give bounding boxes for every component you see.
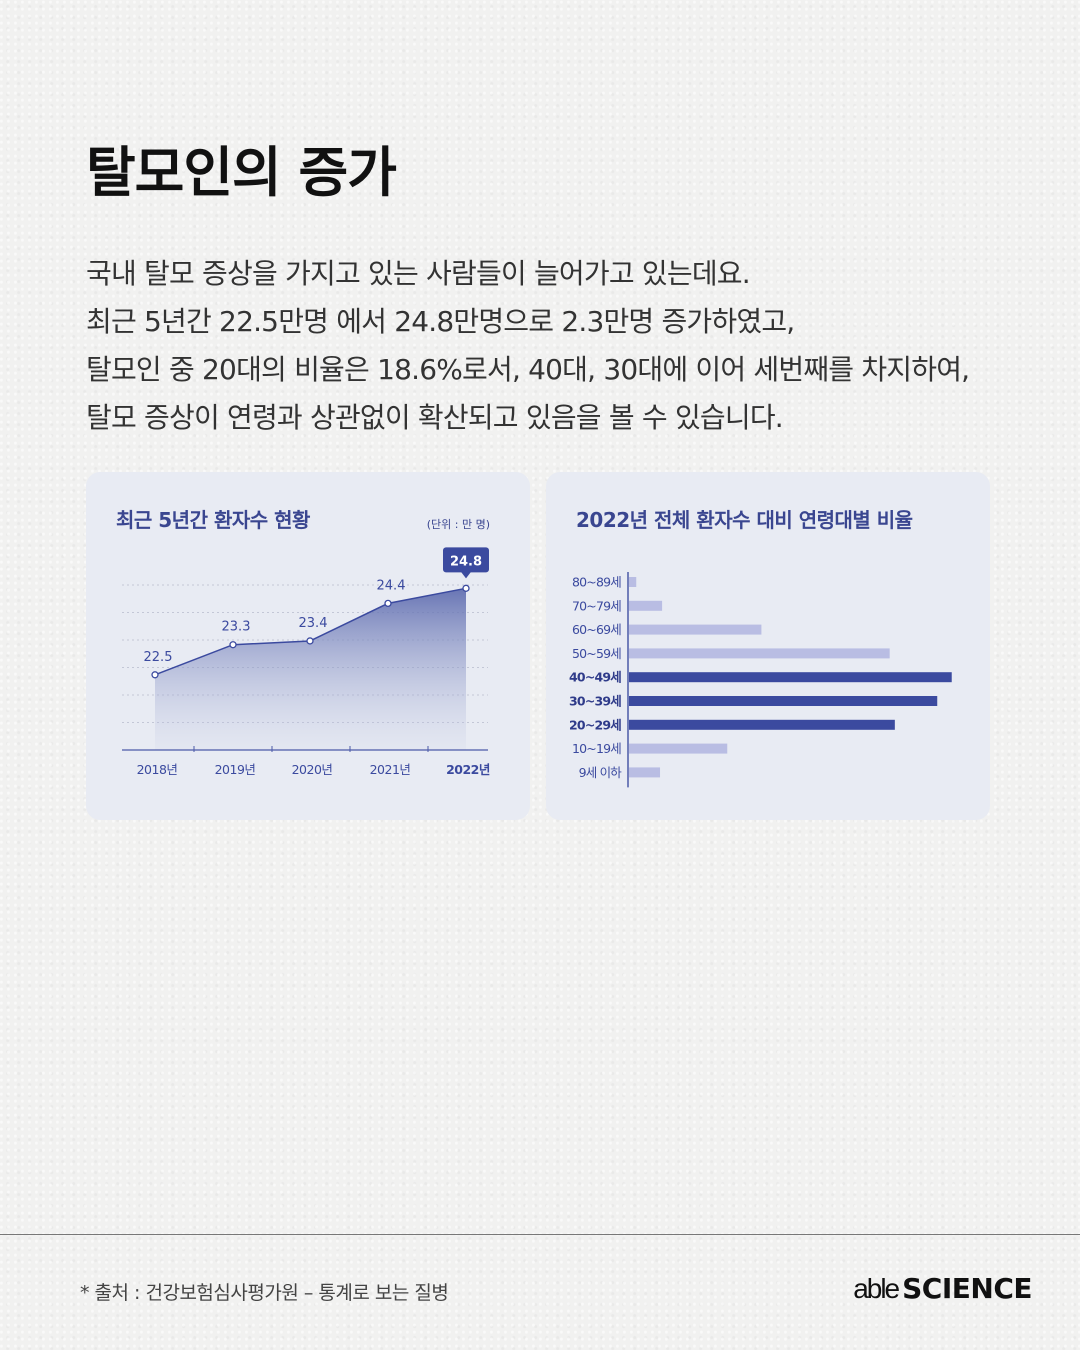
data-label: 23.4 — [299, 616, 328, 631]
logo-science: SCIENCE — [902, 1272, 1032, 1305]
category-label: 30~39세 — [569, 694, 621, 709]
bar — [629, 696, 938, 706]
data-label: 24.8 — [450, 554, 482, 569]
bar — [629, 743, 728, 754]
category-label: 10~19세 — [572, 741, 621, 756]
page-title: 탈모인의 증가 — [86, 141, 397, 204]
highlight-callout — [443, 547, 489, 573]
category-label: 70~79세 — [572, 598, 621, 613]
data-point — [384, 599, 392, 608]
patients-trend-card: 최근 5년간 환자수 현황 (단위 : 만 명) 22.5 2018년 23.3 20… — [86, 472, 530, 820]
body-text: 국내 탈모 증상을 가지고 있는 사람들이 늘어가고 있는데요. 최근 5년간 … — [86, 250, 1026, 442]
data-label: 24.4 — [377, 578, 406, 593]
data-point — [462, 584, 470, 592]
category-label: 40~49세 — [569, 670, 621, 685]
bar — [629, 648, 890, 659]
bar — [629, 577, 637, 587]
bar — [629, 672, 952, 683]
bar — [629, 600, 663, 611]
bar — [629, 767, 661, 778]
age-chart-title: 2022년 전체 환자수 대비 연령대별 비율 — [576, 508, 913, 532]
category-label: 50~59세 — [572, 646, 621, 661]
trend-chart: 22.5 2018년 23.3 2019년 23.4 2020년 24.4 2021년 24.8… — [122, 547, 490, 777]
bar — [629, 624, 762, 635]
age-ratio-chart: 80~89세 70~79세 60~69세 50~59세 40~49세 30~39세 20~2… — [569, 572, 952, 788]
body-line: 최근 5년간 22.5만명 에서 24.8만명으로 2.3만명 증가하였고, — [86, 305, 795, 338]
x-tick-label: 2021년 — [370, 762, 411, 777]
footer-divider — [0, 1234, 1080, 1235]
data-point — [306, 637, 314, 645]
unit-label: (단위 : 만 명) — [426, 518, 490, 531]
category-label: 60~69세 — [572, 622, 621, 637]
x-tick-label: 2018년 — [137, 762, 178, 777]
able-science-logo: able SCIENCE — [853, 1272, 1032, 1305]
category-label: 9세 이하 — [579, 765, 623, 780]
x-tick-label: 2020년 — [292, 762, 333, 777]
category-label: 80~89세 — [572, 575, 621, 590]
category-label: 20~29세 — [569, 717, 621, 732]
data-point — [229, 641, 237, 649]
body-line: 탈모인 중 20대의 비율은 18.6%로서, 40대, 30대에 이어 세번째… — [86, 353, 970, 386]
data-label: 23.3 — [222, 620, 251, 635]
trend-chart-title: 최근 5년간 환자수 현황 — [116, 508, 310, 532]
body-line: 국내 탈모 증상을 가지고 있는 사람들이 늘어가고 있는데요. — [86, 257, 751, 290]
body-line: 탈모 증상이 연령과 상관없이 확산되고 있음을 볼 수 있습니다. — [86, 401, 784, 434]
bar — [629, 719, 895, 730]
data-label: 22.5 — [144, 650, 173, 665]
logo-able: able — [853, 1273, 900, 1304]
x-tick-label: 2022년 — [446, 762, 490, 777]
x-tick-label: 2019년 — [215, 762, 256, 777]
callout-pointer — [461, 571, 471, 579]
age-ratio-card: 2022년 전체 환자수 대비 연령대별 비율 80~89세 70~79세 60~6… — [546, 472, 990, 820]
data-point — [151, 671, 159, 679]
source-note: * 출처 : 건강보험심사평가원 – 통계로 보는 질병 — [80, 1282, 449, 1304]
area-fill — [155, 588, 466, 750]
